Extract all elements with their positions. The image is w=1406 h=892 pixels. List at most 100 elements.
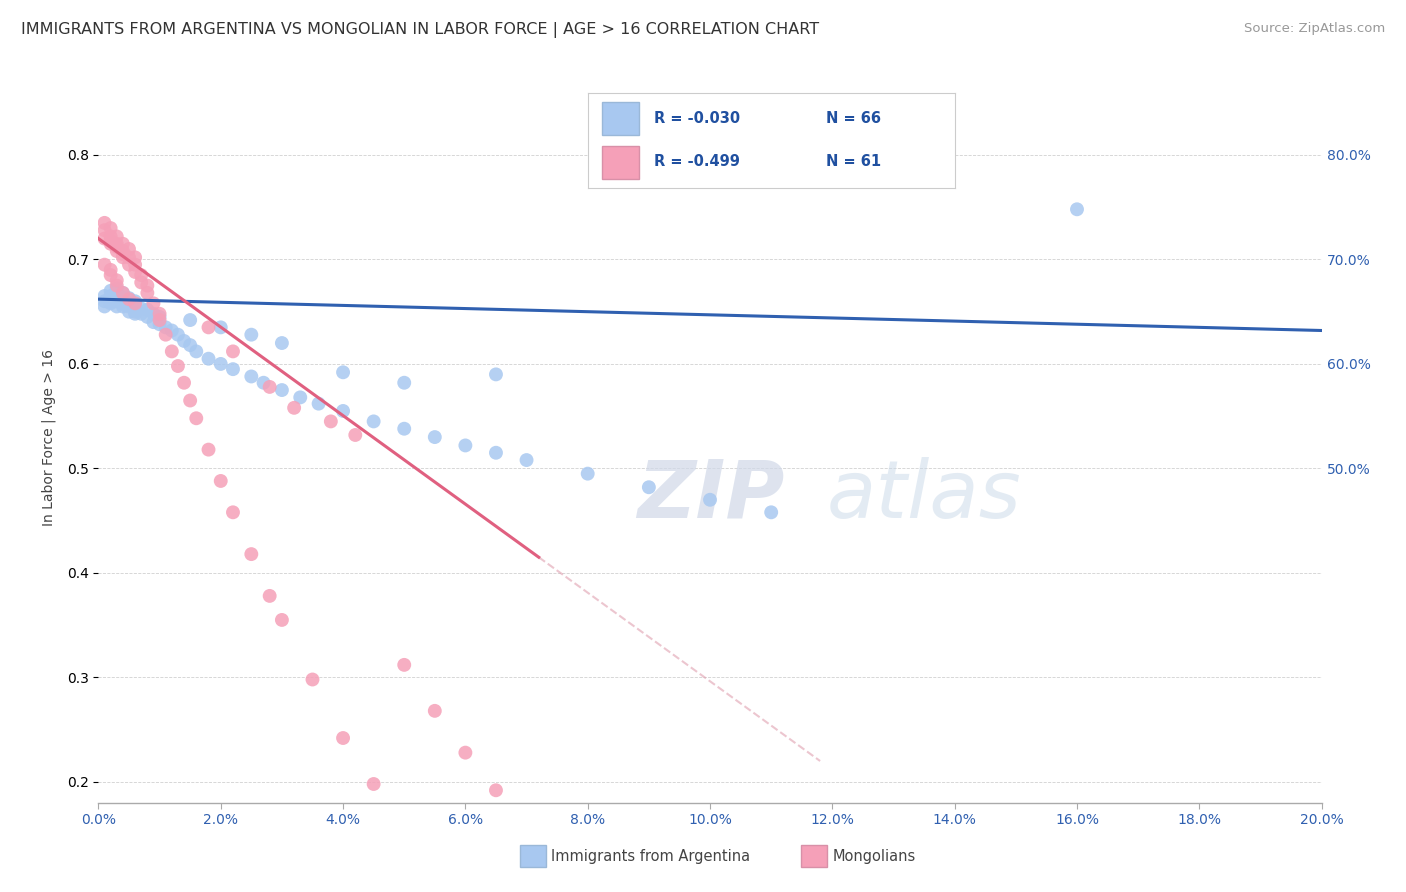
- Point: [136, 310, 159, 324]
- Point: [136, 285, 159, 300]
- Text: Mongolians: Mongolians: [832, 849, 915, 863]
- Point: [93, 223, 115, 237]
- Point: [118, 291, 141, 305]
- Point: [222, 505, 245, 519]
- Point: [124, 304, 146, 318]
- Point: [100, 284, 122, 298]
- Point: [142, 296, 165, 310]
- Point: [100, 236, 122, 251]
- Point: [363, 414, 385, 428]
- Point: [290, 390, 312, 404]
- Point: [124, 251, 146, 265]
- Point: [197, 442, 219, 457]
- Point: [197, 320, 219, 334]
- Text: Immigrants from Argentina: Immigrants from Argentina: [551, 849, 751, 863]
- Point: [105, 300, 128, 314]
- Point: [332, 731, 354, 745]
- Point: [186, 344, 208, 359]
- Point: [173, 334, 195, 348]
- Point: [136, 278, 159, 293]
- Point: [149, 313, 172, 327]
- Point: [100, 289, 122, 303]
- Point: [129, 301, 152, 316]
- Point: [105, 294, 128, 309]
- Point: [111, 294, 134, 309]
- Point: [93, 258, 115, 272]
- Point: [105, 229, 128, 244]
- Point: [136, 302, 159, 317]
- Point: [173, 376, 195, 390]
- Point: [111, 285, 134, 300]
- Point: [423, 704, 446, 718]
- Text: IMMIGRANTS FROM ARGENTINA VS MONGOLIAN IN LABOR FORCE | AGE > 16 CORRELATION CHA: IMMIGRANTS FROM ARGENTINA VS MONGOLIAN I…: [21, 22, 820, 38]
- Point: [1066, 202, 1088, 217]
- Point: [124, 307, 146, 321]
- Point: [111, 247, 134, 261]
- Text: N = 66: N = 66: [827, 111, 882, 126]
- Point: [111, 244, 134, 258]
- Point: [142, 307, 165, 321]
- Text: R = -0.499: R = -0.499: [654, 154, 740, 169]
- Point: [179, 313, 201, 327]
- Point: [699, 492, 721, 507]
- Point: [111, 291, 134, 305]
- Point: [392, 376, 416, 390]
- Point: [100, 229, 122, 244]
- Point: [423, 430, 446, 444]
- Point: [111, 300, 134, 314]
- Point: [252, 376, 274, 390]
- Point: [197, 351, 219, 366]
- Point: [105, 240, 128, 254]
- Point: [149, 307, 172, 321]
- Point: [129, 307, 152, 321]
- Point: [363, 777, 385, 791]
- Point: [160, 344, 183, 359]
- Point: [454, 438, 477, 452]
- Point: [111, 285, 134, 300]
- Point: [118, 292, 141, 306]
- Point: [155, 320, 177, 334]
- Point: [93, 300, 115, 314]
- Text: atlas: atlas: [827, 457, 1021, 534]
- Point: [111, 296, 134, 310]
- Point: [100, 263, 122, 277]
- Point: [100, 294, 122, 309]
- Point: [240, 547, 263, 561]
- Point: [332, 404, 354, 418]
- Point: [209, 357, 232, 371]
- Point: [240, 369, 263, 384]
- Point: [179, 393, 201, 408]
- Point: [149, 317, 172, 331]
- Point: [332, 365, 354, 379]
- Point: [301, 673, 323, 687]
- Point: [270, 613, 292, 627]
- Point: [209, 320, 232, 334]
- Point: [319, 414, 342, 428]
- FancyBboxPatch shape: [602, 102, 640, 136]
- Point: [105, 282, 128, 296]
- Point: [209, 474, 232, 488]
- Point: [308, 397, 330, 411]
- Point: [142, 315, 165, 329]
- Point: [124, 294, 146, 309]
- Point: [392, 422, 416, 436]
- Point: [105, 291, 128, 305]
- Point: [454, 746, 477, 760]
- Point: [759, 505, 782, 519]
- Point: [105, 236, 128, 251]
- Point: [186, 411, 208, 425]
- Point: [124, 296, 146, 310]
- Text: N = 61: N = 61: [827, 154, 882, 169]
- Point: [259, 589, 281, 603]
- Point: [392, 657, 416, 672]
- Point: [105, 278, 128, 293]
- Point: [576, 467, 599, 481]
- Point: [118, 304, 141, 318]
- Point: [637, 480, 661, 494]
- Point: [167, 359, 190, 373]
- Point: [155, 327, 177, 342]
- Point: [129, 276, 152, 290]
- Point: [485, 783, 508, 797]
- Point: [111, 236, 134, 251]
- Point: [93, 289, 115, 303]
